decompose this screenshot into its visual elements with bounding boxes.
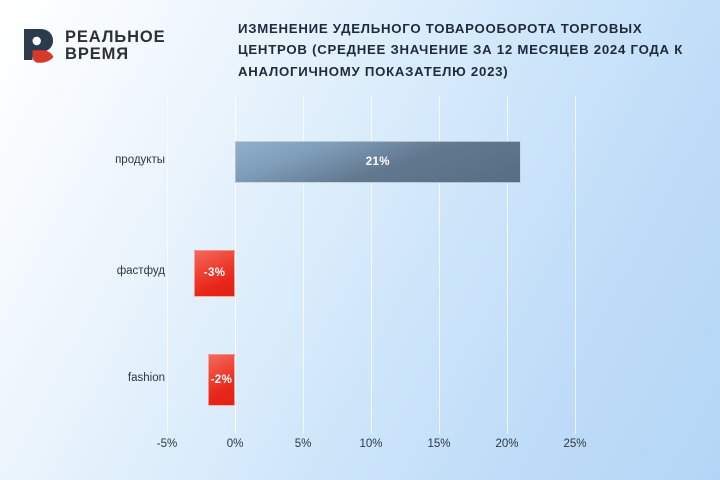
x-tick-label: 20%	[495, 438, 519, 450]
x-tick-label: 25%	[563, 438, 587, 450]
gridline	[166, 96, 168, 434]
brand-logo-line-1: РЕАЛЬНОЕ	[65, 27, 166, 46]
brand-logo-line-2: ВРЕМЯ	[65, 45, 130, 63]
x-tick-label: 5%	[294, 438, 312, 450]
gridline	[370, 96, 372, 434]
category-label: продукты	[115, 154, 165, 166]
bar-negative[interactable]: -2%	[207, 354, 235, 406]
gridline	[506, 96, 508, 434]
gridline	[302, 96, 304, 434]
bar-value-label: -2%	[210, 374, 233, 386]
brand-logo: РЕАЛЬНОЕ ВРЕМЯ	[22, 26, 166, 66]
bar-row: fashion -2%	[0, 354, 720, 406]
x-tick-label: -5%	[156, 438, 178, 450]
brand-logo-text: РЕАЛЬНОЕ ВРЕМЯ	[65, 27, 166, 64]
gridline	[438, 96, 440, 434]
x-tick-label: 15%	[427, 438, 451, 450]
bar-negative[interactable]: -3%	[194, 249, 235, 297]
bar-row: фастфуд -3%	[0, 249, 720, 297]
x-tick-label: 10%	[359, 438, 383, 450]
bar-row: продукты 21%	[0, 141, 720, 183]
plot-area: продукты 21% фастфуд -3% fashion -2%	[0, 96, 720, 434]
category-label: fashion	[127, 372, 165, 384]
bar-value-label: -3%	[203, 267, 226, 279]
chart-title: ИЗМЕНЕНИЕ УДЕЛЬНОГО ТОВАРООБОРОТА ТОРГОВ…	[238, 21, 684, 79]
gridline	[234, 96, 236, 434]
gridline	[574, 96, 576, 434]
bar-positive[interactable]: 21%	[235, 141, 521, 183]
bar-value-label: 21%	[365, 156, 390, 168]
realnoe-vremya-logo-icon	[22, 26, 56, 66]
category-label: фастфуд	[116, 265, 165, 277]
x-tick-label: 0%	[226, 438, 244, 450]
x-axis: -5% 0% 5% 10% 15% 20% 25%	[0, 434, 720, 464]
chart-header: РЕАЛЬНОЕ ВРЕМЯ ИЗМЕНЕНИЕ УДЕЛЬНОГО ТОВАР…	[0, 0, 720, 96]
